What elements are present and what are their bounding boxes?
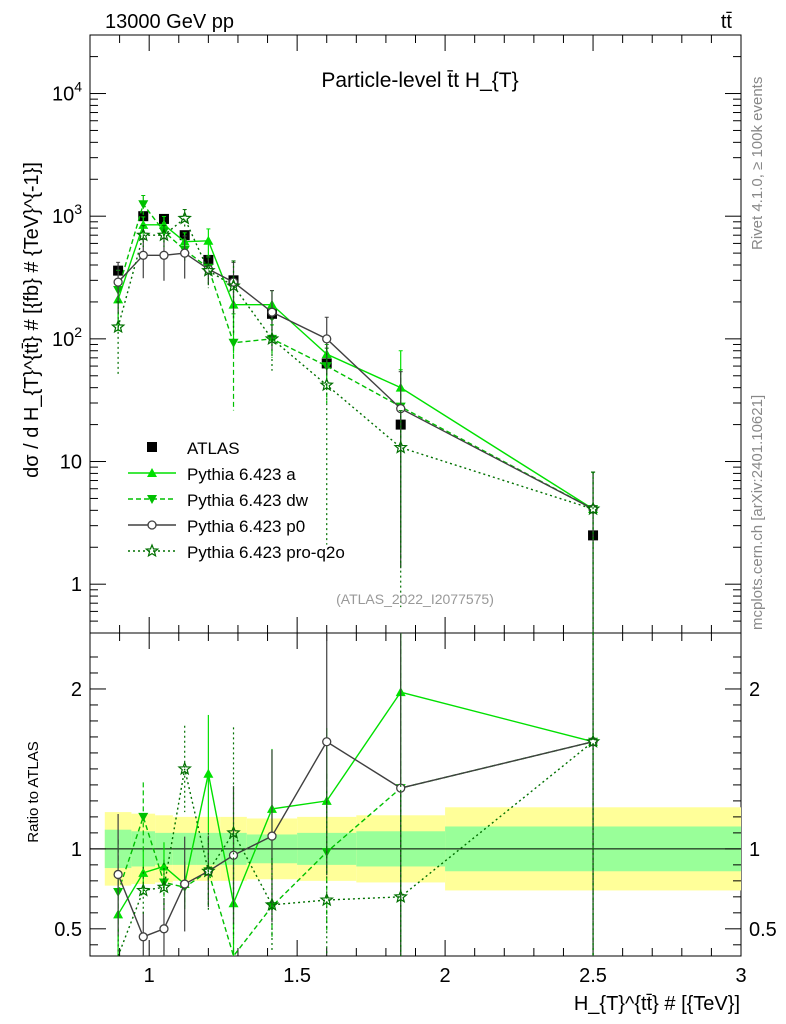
data-point (138, 211, 149, 222)
data-point (393, 439, 408, 454)
ratio-series (113, 633, 601, 958)
data-point (322, 334, 332, 344)
series-line (117, 217, 594, 510)
ratio-point (396, 783, 406, 793)
ratio-point (159, 924, 169, 934)
ratio-line (117, 741, 594, 958)
y-tick-label: 1 (71, 574, 82, 596)
series-line (117, 202, 594, 510)
ratio-point (138, 932, 148, 942)
watermark: (ATLAS_2022_I2077575) (336, 591, 494, 607)
data-point (585, 501, 601, 516)
x-tick-label: 2.5 (579, 965, 607, 987)
y-tick-label: 10 (60, 452, 82, 474)
data-point (159, 250, 169, 260)
ratio-series-4 (117, 633, 601, 957)
y-axis-title: dσ / d H_{T}^{tt̄} # [{fb} # {TeV}^{-1}] (21, 162, 43, 478)
ratio-point (393, 889, 408, 904)
data-point (267, 307, 277, 317)
ratio-line (117, 740, 594, 938)
ratio-line (117, 741, 594, 957)
rivet-label: Rivet 4.1.0, ≥ 100k events (749, 77, 766, 250)
ratio-series-2 (113, 633, 599, 958)
data-point (110, 319, 126, 334)
ratio-point (226, 825, 241, 840)
x-tick-label: 1.5 (283, 965, 311, 987)
data-point (177, 210, 192, 225)
ratio-point (177, 761, 192, 776)
ratio-tick-label: 1 (71, 839, 82, 861)
data-point (201, 262, 216, 277)
series-1 (113, 215, 599, 633)
data-point (113, 277, 123, 287)
legend-marker-2 (147, 495, 157, 504)
data-point (138, 250, 148, 260)
data-point (319, 377, 334, 392)
legend-label-2: Pythia 6.423 dw (187, 491, 309, 510)
series-4 (110, 209, 601, 633)
ratio-point (322, 737, 332, 747)
ratio-point (135, 882, 151, 897)
ratio-point (264, 897, 280, 912)
data-point (203, 235, 214, 245)
data-point (138, 200, 149, 210)
ratio-point (113, 869, 123, 880)
ratio-tick-label-right: 2 (749, 679, 760, 701)
ratio-series-3 (113, 633, 598, 956)
series-2 (113, 194, 599, 633)
legend-label-3: Pythia 6.423 p0 (187, 517, 305, 536)
series-0 (113, 211, 599, 541)
ratio-point (158, 861, 169, 871)
legend-marker-1 (147, 468, 157, 477)
x-tick-label: 1 (144, 965, 155, 987)
header-left: 13000 GeV pp (105, 11, 234, 33)
axes: 1 10 102 103 104 1 1.5 2 2.5 3 0.5 0.5 1 1 2 2 (52, 34, 777, 987)
ratio-point (319, 892, 334, 907)
ratio-point (201, 863, 216, 878)
series-line (117, 252, 594, 510)
legend-label-1: Pythia 6.423 a (187, 465, 296, 484)
ratio-point (267, 831, 277, 841)
ratio-y-axis-title: Ratio to ATLAS (25, 741, 42, 842)
ratio-point (138, 812, 149, 822)
data-point (138, 219, 149, 229)
y-tick-label: 102 (52, 324, 82, 351)
ratio-point (203, 768, 214, 778)
legend: ATLAS Pythia 6.423 a Pythia 6.423 dw Pythia… (128, 439, 345, 562)
data-point (135, 227, 151, 242)
mcplots-label: mcplots.cern.ch [arXiv:2401.10621] (749, 395, 766, 630)
main-series (110, 194, 601, 633)
legend-marker-4 (144, 543, 160, 558)
x-tick-label: 3 (735, 965, 746, 987)
y-tick-label: 103 (52, 201, 82, 228)
y-tick-label: 104 (52, 79, 82, 106)
data-point (156, 227, 172, 242)
data-point (228, 338, 239, 348)
legend-marker-0 (147, 442, 157, 452)
series-3 (113, 235, 598, 633)
ratio-series-1 (113, 633, 599, 956)
legend-label-0: ATLAS (187, 439, 240, 458)
ratio-panel-frame (89, 632, 742, 957)
header-right: tt̄ (721, 11, 733, 33)
ratio-tick-label: 0.5 (54, 919, 82, 941)
ratio-point (156, 879, 172, 894)
plot-title: Particle-level t̄t H_{T} (321, 69, 518, 92)
x-tick-label: 2 (440, 965, 451, 987)
ratio-line (117, 691, 594, 915)
ratio-point (585, 734, 601, 748)
legend-label-4: Pythia 6.423 pro-q2o (187, 543, 345, 562)
data-point (180, 248, 190, 258)
data-point (264, 331, 280, 346)
ratio-tick-label: 2 (71, 679, 82, 701)
x-axis-title: H_{T}^{tt̄} # [{TeV}] (574, 993, 740, 1015)
data-point (226, 278, 241, 293)
ratio-point (180, 879, 190, 889)
series-line (117, 224, 594, 510)
ratio-tick-label-right: 0.5 (749, 919, 777, 941)
ratio-tick-label-right: 1 (749, 839, 760, 861)
legend-marker-3 (147, 520, 157, 530)
